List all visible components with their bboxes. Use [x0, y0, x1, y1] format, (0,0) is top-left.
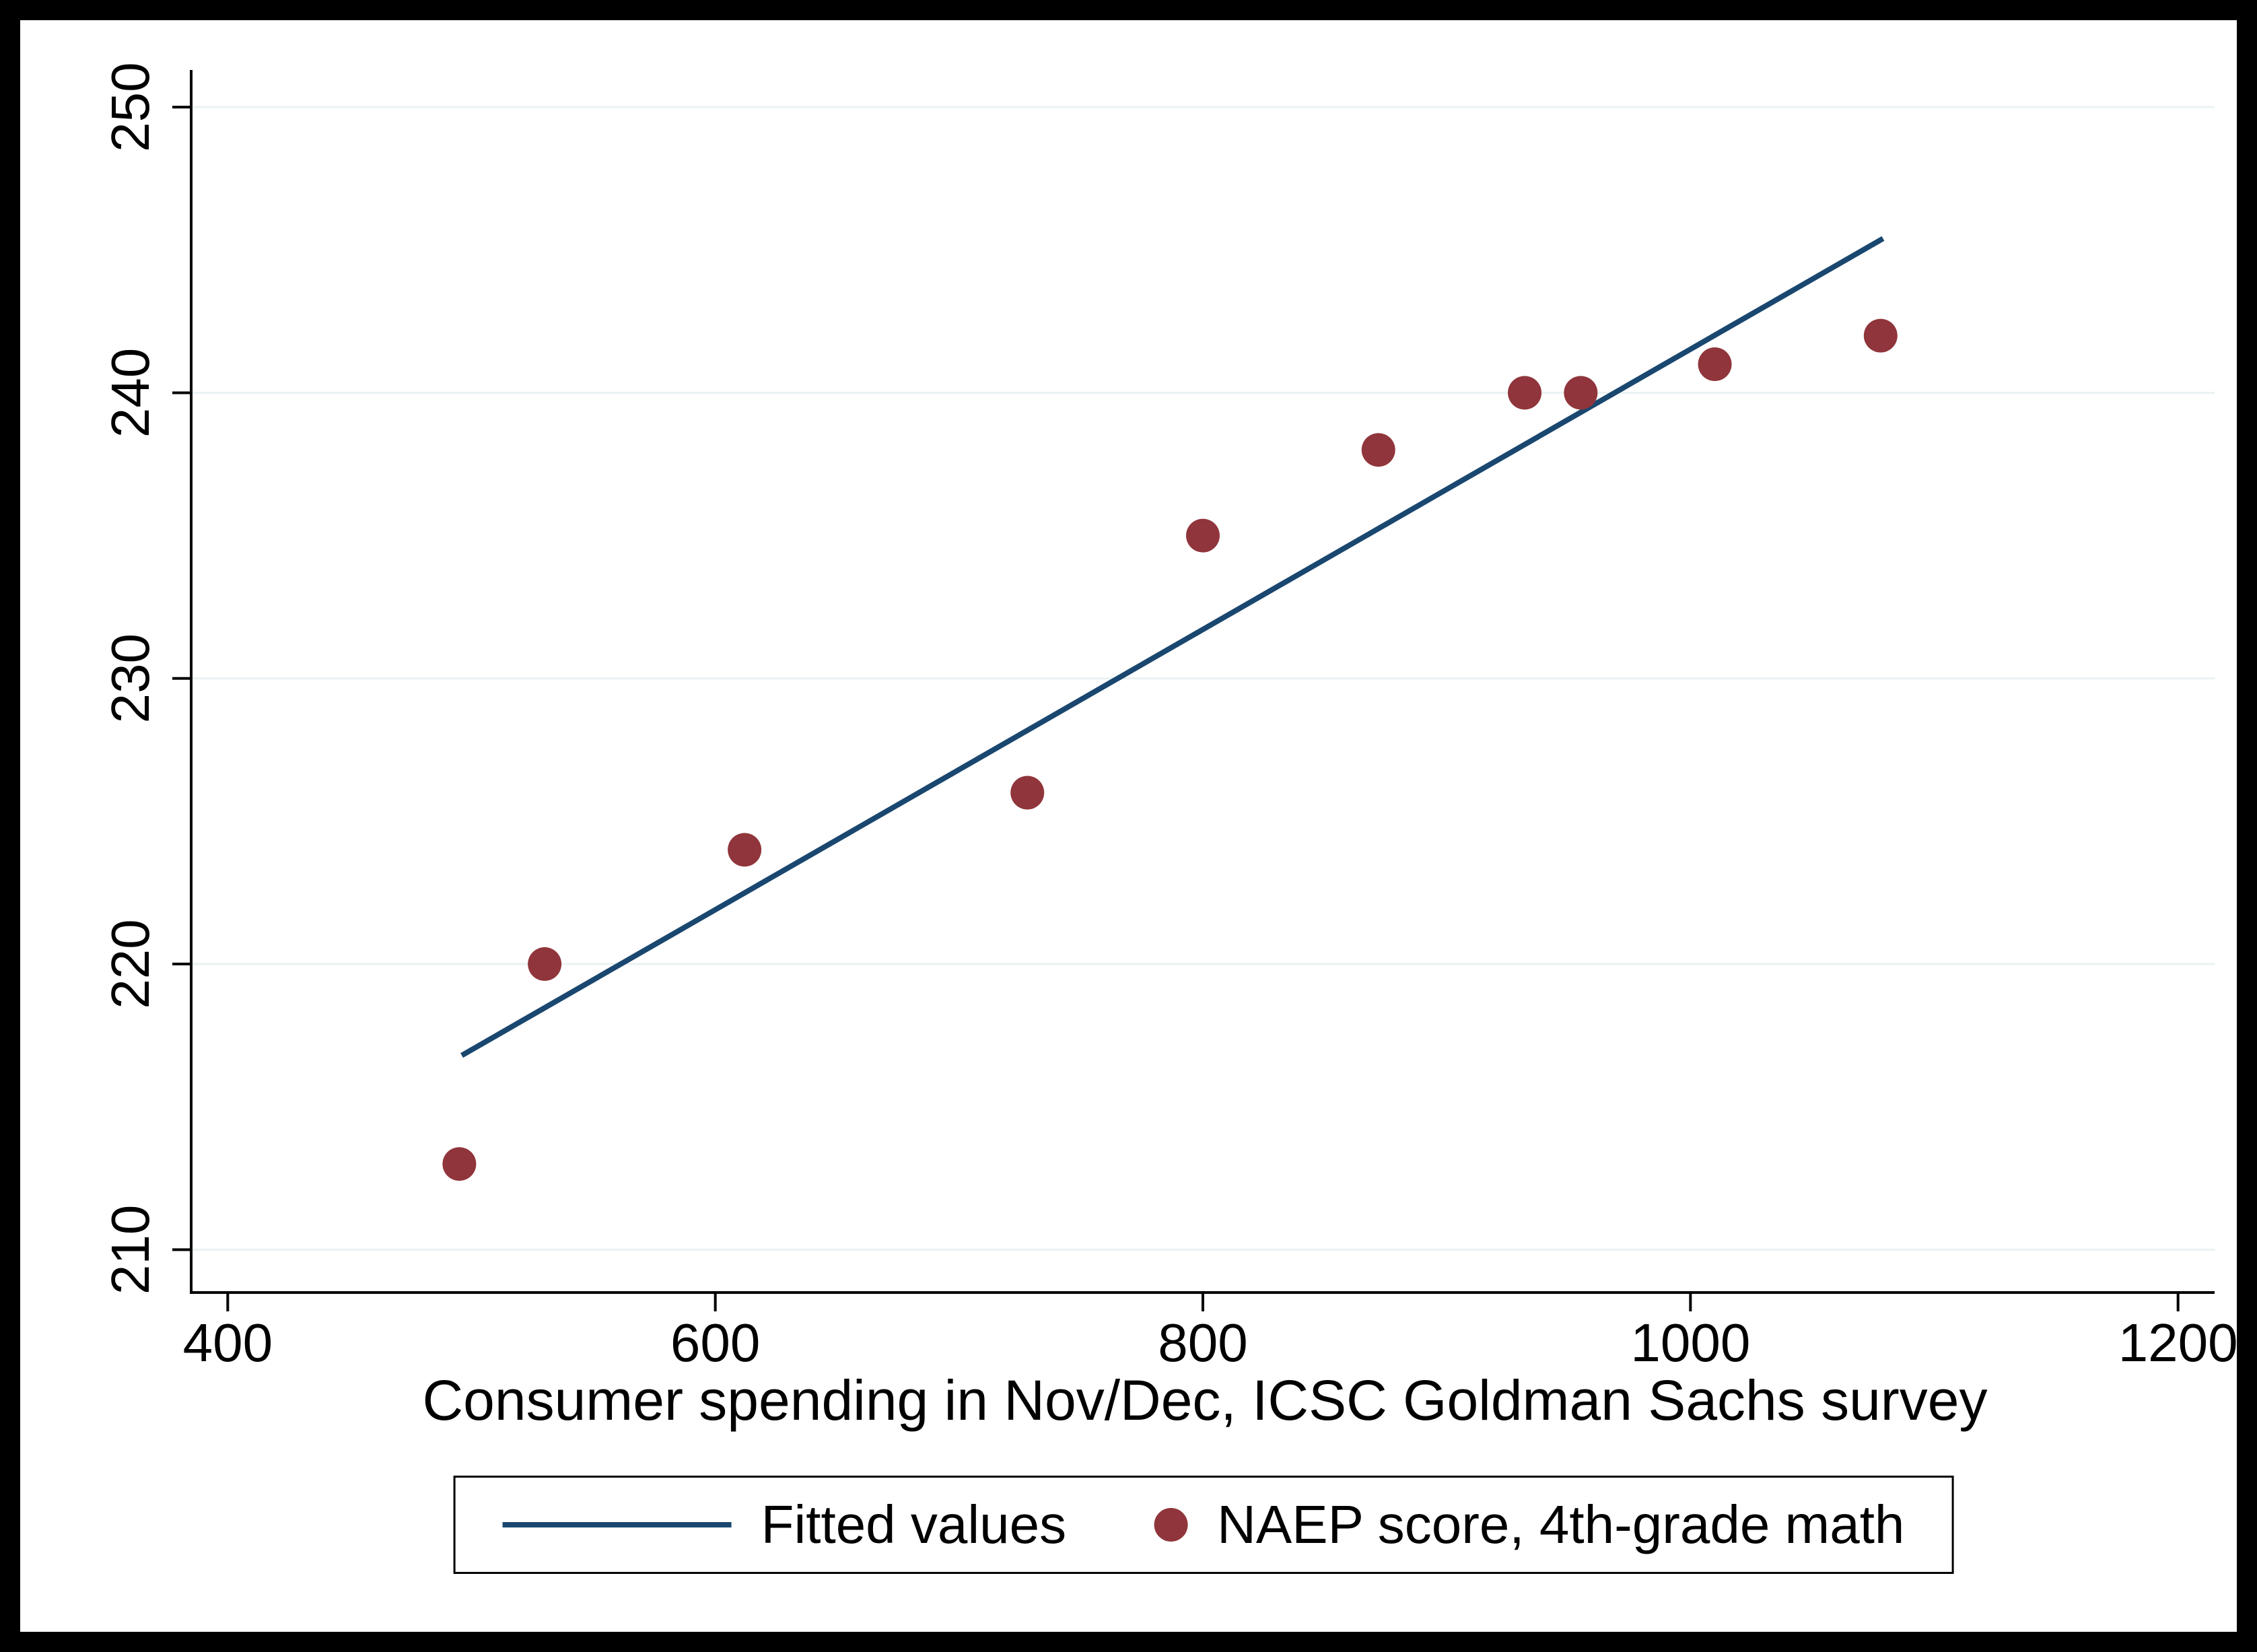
- x-tick-label-600: 600: [670, 1313, 760, 1373]
- naep-score-label: NAEP score, 4th-grade math: [1217, 1494, 1905, 1554]
- data-point-5: [1361, 433, 1395, 467]
- chart-svg: Consumer spending in Nov/Dec, ICSC Goldm…: [100, 62, 2237, 1432]
- y-tick-label-250: 250: [100, 62, 160, 151]
- y-tick-label-210: 210: [100, 1205, 160, 1295]
- x-axis-title: Consumer spending in Nov/Dec, ICSC Goldm…: [422, 1369, 1987, 1432]
- y-tick-label-240: 240: [100, 348, 160, 438]
- data-point-1: [528, 947, 562, 982]
- data-point-8: [1698, 347, 1732, 382]
- data-point-2: [728, 833, 762, 867]
- x-tick-label-1000: 1000: [1630, 1313, 1750, 1373]
- fitted-line-label: Fitted values: [761, 1494, 1067, 1554]
- y-tick-label-230: 230: [100, 633, 160, 723]
- x-tick-label-800: 800: [1158, 1313, 1247, 1373]
- data-point-7: [1564, 376, 1598, 410]
- legend-item-fitted: Fitted values: [502, 1494, 1067, 1554]
- legend-item-naep: NAEP score, 4th-grade math: [1154, 1495, 1904, 1554]
- chart-canvas: Consumer spending in Nov/Dec, ICSC Goldm…: [20, 20, 2237, 1632]
- y-tick-label-220: 220: [100, 919, 160, 1008]
- fitted-line-swatch: [502, 1522, 732, 1527]
- data-point-0: [442, 1147, 477, 1181]
- x-tick-label-1200: 1200: [2118, 1313, 2237, 1373]
- x-tick-label-400: 400: [183, 1313, 273, 1373]
- data-point-6: [1508, 376, 1542, 410]
- data-point-4: [1186, 518, 1220, 553]
- naep-dot-swatch: [1154, 1508, 1188, 1542]
- legend: Fitted values NAEP score, 4th-grade math: [453, 1476, 1954, 1574]
- fitted-line: [460, 236, 1885, 1058]
- data-point-9: [1863, 318, 1898, 353]
- data-point-3: [1010, 776, 1045, 810]
